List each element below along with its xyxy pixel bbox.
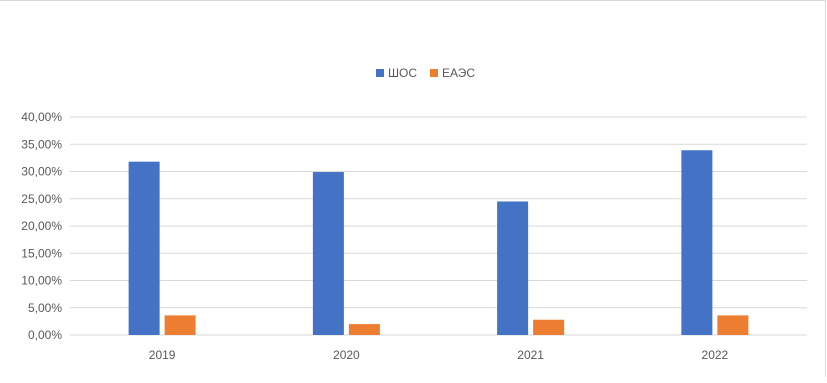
bar-sco-2021 bbox=[497, 201, 529, 335]
bar-eaeu-2021 bbox=[533, 319, 565, 335]
legend-swatch bbox=[376, 69, 384, 77]
x-tick-label: 2019 bbox=[149, 348, 176, 362]
y-tick-label: 30,00% bbox=[21, 165, 62, 179]
bar-sco-2022 bbox=[681, 150, 713, 335]
bar-eaeu-2020 bbox=[348, 324, 380, 335]
legend-label: ШОС bbox=[388, 66, 417, 80]
bar-sco-2020 bbox=[312, 172, 344, 335]
y-tick-label: 25,00% bbox=[21, 192, 62, 206]
y-tick-label: 0,00% bbox=[28, 328, 62, 342]
y-tick-label: 10,00% bbox=[21, 274, 62, 288]
y-tick-label: 20,00% bbox=[21, 219, 62, 233]
bar-sco-2019 bbox=[128, 161, 160, 335]
legend-swatch bbox=[430, 69, 438, 77]
y-tick-label: 40,00% bbox=[21, 110, 62, 124]
x-tick-label: 2021 bbox=[517, 348, 544, 362]
y-tick-label: 35,00% bbox=[21, 137, 62, 151]
axes: 0,00% 5,00% 10,00% 15,00% 20,00% 25,00% 30,00%… bbox=[21, 110, 728, 362]
legend-label: ЕАЭС bbox=[442, 66, 475, 80]
y-tick-label: 15,00% bbox=[21, 246, 62, 260]
legend: ШОС ЕАЭС bbox=[376, 66, 475, 80]
bar-eaeu-2022 bbox=[717, 315, 749, 335]
y-tick-label: 5,00% bbox=[28, 301, 62, 315]
gridlines bbox=[70, 116, 807, 336]
x-tick-label: 2020 bbox=[333, 348, 360, 362]
bar-eaeu-2019 bbox=[164, 315, 196, 335]
x-tick-label: 2022 bbox=[702, 348, 729, 362]
bars bbox=[128, 150, 749, 335]
